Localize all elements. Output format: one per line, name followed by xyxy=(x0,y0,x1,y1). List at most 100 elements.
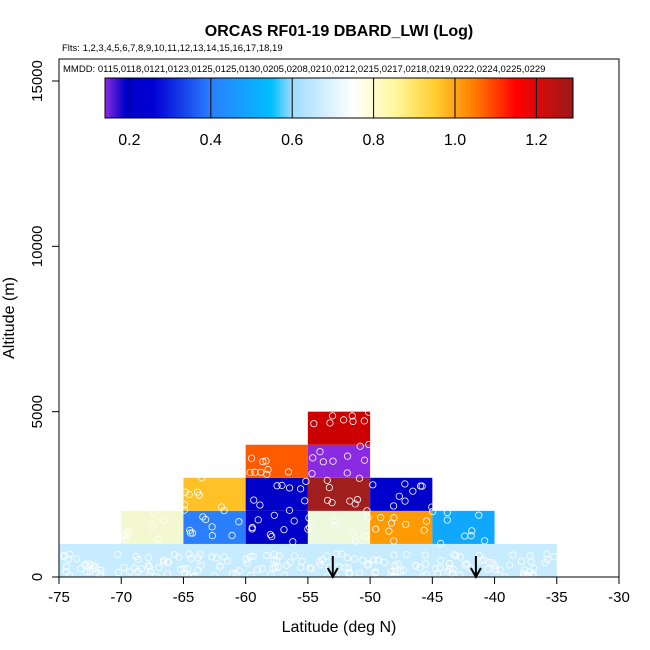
data-point xyxy=(278,481,286,489)
data-point xyxy=(310,420,318,428)
heatmap-cell xyxy=(432,510,495,544)
heatmap-cell xyxy=(183,477,246,511)
heatmap-cell xyxy=(307,477,371,511)
data-point xyxy=(81,560,89,568)
data-point xyxy=(114,569,123,577)
data-point xyxy=(484,565,492,573)
data-point xyxy=(390,537,398,545)
data-point xyxy=(456,571,464,579)
data-point xyxy=(475,551,483,560)
mmdd-line: MMDD: 0115,0118,0121,0123,0125,0125,0130… xyxy=(63,64,545,75)
data-point xyxy=(360,456,369,464)
x-tick-label: -35 xyxy=(546,589,568,606)
data-point xyxy=(66,550,74,558)
data-point xyxy=(331,522,340,530)
data-point xyxy=(445,559,454,568)
data-point xyxy=(390,502,398,510)
data-point xyxy=(60,551,68,560)
data-point xyxy=(285,506,294,514)
data-point xyxy=(259,458,267,466)
data-point xyxy=(270,511,278,519)
data-point xyxy=(418,482,426,490)
data-point xyxy=(341,564,349,572)
data-point xyxy=(306,564,314,572)
data-point xyxy=(306,523,314,532)
heatmap-cell xyxy=(121,543,184,577)
data-point xyxy=(443,516,451,524)
data-point xyxy=(249,552,257,560)
data-point xyxy=(377,514,385,522)
data-point xyxy=(66,572,74,580)
data-point xyxy=(247,454,256,462)
latitude-arrows xyxy=(326,556,482,580)
data-point xyxy=(328,412,337,420)
heatmap-cell xyxy=(245,477,308,511)
data-point xyxy=(359,556,367,564)
data-point xyxy=(530,564,538,573)
data-point xyxy=(475,511,483,519)
data-point xyxy=(160,516,168,525)
data-point xyxy=(134,555,142,563)
data-point xyxy=(374,556,383,564)
data-point xyxy=(263,551,271,560)
data-point xyxy=(220,553,229,561)
data-point xyxy=(251,468,259,476)
data-point xyxy=(355,569,364,577)
data-point xyxy=(391,568,399,576)
x-tick-label: -65 xyxy=(173,589,195,606)
data-point xyxy=(428,507,437,516)
colorbar-tick-label: 0.2 xyxy=(118,132,140,149)
data-point xyxy=(385,527,393,535)
data-point xyxy=(208,553,216,561)
data-point xyxy=(247,571,255,580)
data-point xyxy=(267,570,275,579)
data-point xyxy=(208,532,216,540)
data-point xyxy=(351,537,360,545)
data-point xyxy=(323,552,331,560)
data-point xyxy=(323,476,331,484)
data-point xyxy=(62,567,70,575)
data-point xyxy=(369,481,377,489)
data-point xyxy=(350,555,359,563)
data-point xyxy=(77,565,85,573)
data-point xyxy=(263,470,271,478)
data-point xyxy=(273,557,281,565)
data-point xyxy=(387,568,396,576)
colorbar xyxy=(105,78,573,118)
data-point xyxy=(371,568,380,576)
data-point xyxy=(297,563,305,571)
data-point xyxy=(264,465,272,474)
data-point xyxy=(148,522,156,530)
data-point xyxy=(248,525,256,533)
plot-frame xyxy=(58,58,620,578)
data-point xyxy=(270,551,278,559)
data-point xyxy=(269,564,277,572)
data-point xyxy=(419,572,427,580)
data-point xyxy=(326,419,334,427)
data-point xyxy=(195,491,203,499)
data-point xyxy=(467,532,475,540)
data-point xyxy=(492,566,500,574)
data-point xyxy=(412,562,420,570)
data-point xyxy=(422,560,430,568)
data-point xyxy=(480,556,488,564)
data-point xyxy=(387,519,396,527)
data-point xyxy=(64,555,73,563)
data-point xyxy=(213,554,221,562)
data-point xyxy=(521,571,529,579)
data-point xyxy=(145,563,153,571)
data-point xyxy=(323,496,332,505)
x-tick-label: -55 xyxy=(297,589,319,606)
data-point xyxy=(180,506,188,514)
colorbar-tick-label: 0.6 xyxy=(281,132,303,149)
data-point xyxy=(416,563,424,572)
data-point xyxy=(466,564,474,572)
data-point xyxy=(333,550,341,558)
data-point xyxy=(527,558,535,566)
data-point xyxy=(250,496,258,504)
y-axis-label: Altitude (m) xyxy=(1,277,18,359)
data-point xyxy=(120,563,128,572)
data-point xyxy=(246,468,254,477)
data-point xyxy=(355,474,364,482)
data-point xyxy=(273,482,281,490)
